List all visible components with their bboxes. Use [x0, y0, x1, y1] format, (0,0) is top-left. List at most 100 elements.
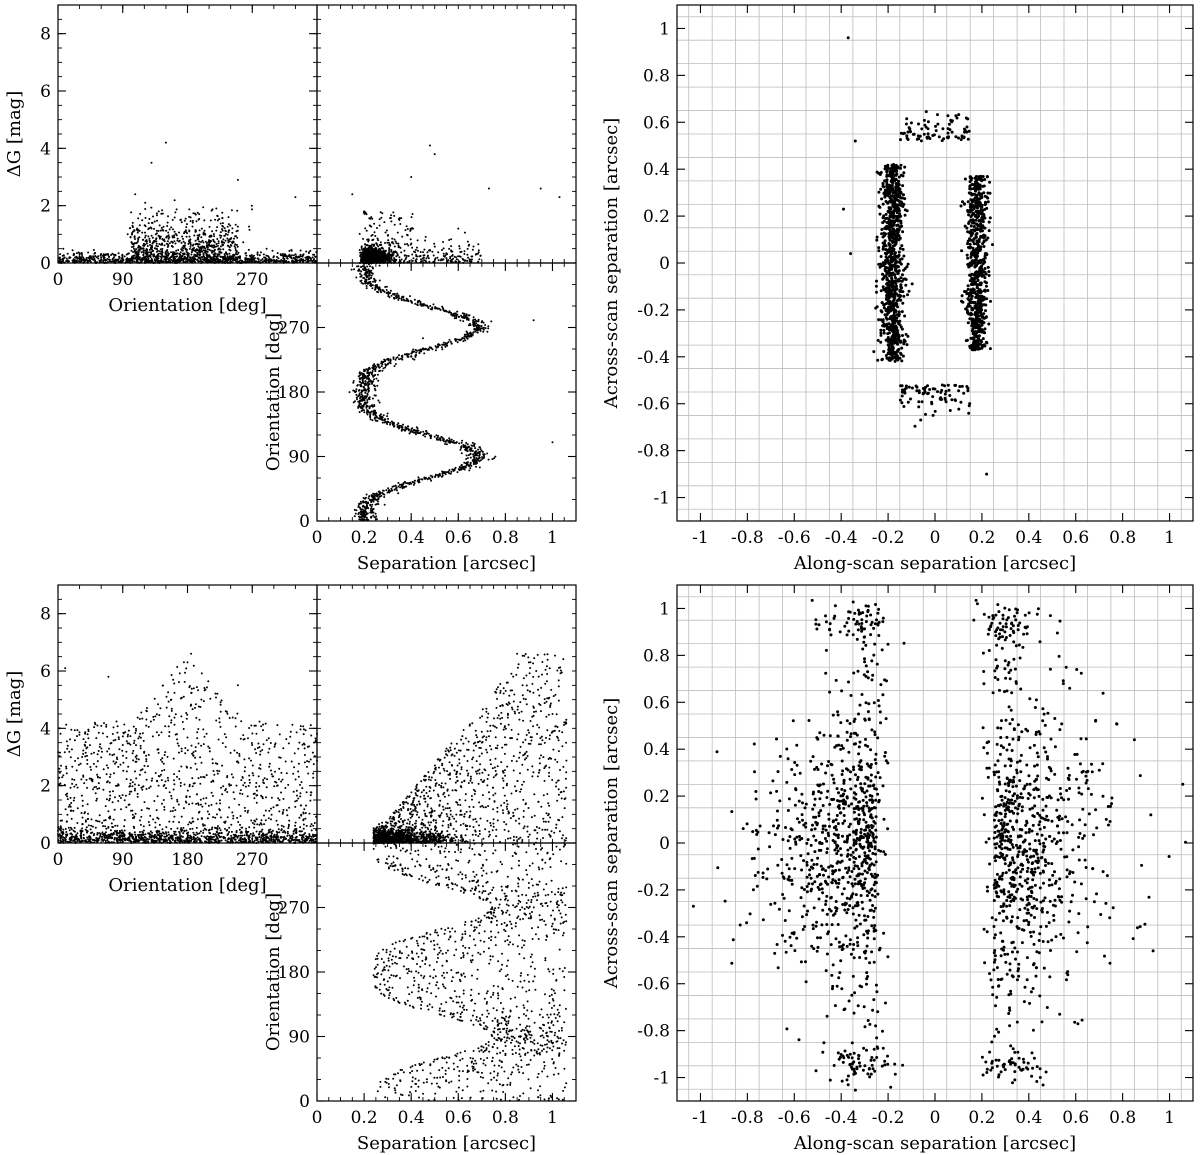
data-point — [378, 417, 381, 420]
data-point — [76, 257, 79, 260]
data-point — [442, 341, 445, 344]
data-point — [366, 250, 369, 253]
data-point — [379, 257, 382, 260]
data-point — [368, 411, 371, 414]
data-point — [221, 241, 224, 244]
data-point — [416, 301, 419, 304]
x-axis-label: Along-scan separation [arcsec] — [793, 553, 1076, 574]
data-point — [204, 256, 207, 259]
data-point — [364, 255, 367, 258]
data-point — [173, 199, 176, 202]
data-point — [184, 217, 187, 220]
data-point — [397, 294, 400, 297]
data-point — [457, 315, 460, 318]
data-point — [155, 244, 158, 247]
data-point — [100, 258, 103, 261]
data-point — [191, 225, 194, 228]
data-point — [186, 252, 189, 254]
data-point — [467, 454, 470, 457]
data-point — [882, 328, 886, 332]
data-point — [231, 242, 234, 245]
data-point — [447, 311, 450, 314]
data-point — [462, 320, 465, 323]
data-point — [165, 261, 168, 264]
data-point — [150, 244, 153, 247]
data-point — [398, 217, 401, 220]
data-point — [233, 237, 235, 240]
data-point — [293, 254, 295, 257]
data-point — [389, 421, 392, 424]
data-point — [114, 260, 117, 263]
data-point — [142, 242, 145, 245]
data-point — [173, 251, 176, 254]
data-point — [449, 440, 452, 443]
data-point — [481, 450, 484, 453]
data-point — [477, 260, 480, 263]
data-point — [445, 342, 448, 345]
data-point — [104, 259, 107, 262]
data-point — [144, 216, 147, 219]
data-point — [422, 254, 425, 257]
data-point — [165, 252, 168, 255]
data-point — [360, 518, 362, 521]
data-point — [365, 511, 367, 514]
data-point — [354, 512, 357, 515]
data-point — [357, 389, 360, 392]
data-point — [363, 249, 366, 251]
data-point — [454, 466, 457, 469]
data-point — [431, 348, 434, 351]
data-point — [465, 441, 468, 444]
data-point — [392, 293, 395, 296]
data-point — [352, 381, 355, 384]
data-point — [296, 259, 299, 262]
data-point — [373, 378, 376, 381]
data-point — [356, 398, 358, 401]
data-point — [300, 257, 303, 260]
data-point — [382, 361, 385, 363]
data-point — [898, 258, 902, 262]
data-point — [233, 258, 236, 260]
data-point — [371, 287, 374, 290]
data-point — [395, 357, 398, 359]
data-point — [133, 247, 135, 250]
data-point — [102, 259, 105, 262]
data-point — [148, 239, 151, 242]
data-point — [444, 443, 447, 445]
data-point — [138, 261, 141, 264]
data-point — [401, 356, 404, 359]
data-point — [244, 261, 247, 264]
data-point — [468, 332, 471, 335]
data-point — [182, 237, 184, 240]
data-point — [413, 298, 416, 301]
data-point — [431, 475, 434, 478]
x-tick-label: 0.4 — [1015, 528, 1042, 548]
data-point — [189, 216, 192, 219]
data-point — [227, 223, 230, 226]
data-point — [411, 246, 414, 249]
data-point — [397, 298, 400, 301]
data-point — [304, 259, 307, 262]
data-point — [413, 350, 416, 353]
data-point — [371, 503, 374, 506]
data-point — [234, 256, 237, 259]
data-point — [140, 251, 143, 254]
data-point — [364, 384, 366, 386]
data-point — [875, 238, 879, 242]
data-point — [373, 405, 376, 407]
y-axis-label: ΔG [mag] — [4, 91, 25, 177]
data-point — [251, 208, 253, 211]
data-point — [369, 405, 372, 408]
data-point — [206, 261, 209, 264]
data-point — [473, 328, 476, 331]
data-point — [150, 257, 153, 260]
data-point — [280, 259, 283, 261]
x-tick-label: 0.8 — [492, 528, 519, 548]
data-point — [188, 256, 191, 259]
data-point — [167, 215, 169, 218]
data-point — [401, 235, 404, 238]
data-point — [402, 483, 405, 486]
data-point — [358, 380, 361, 383]
data-point — [473, 454, 476, 457]
data-point — [361, 404, 364, 407]
